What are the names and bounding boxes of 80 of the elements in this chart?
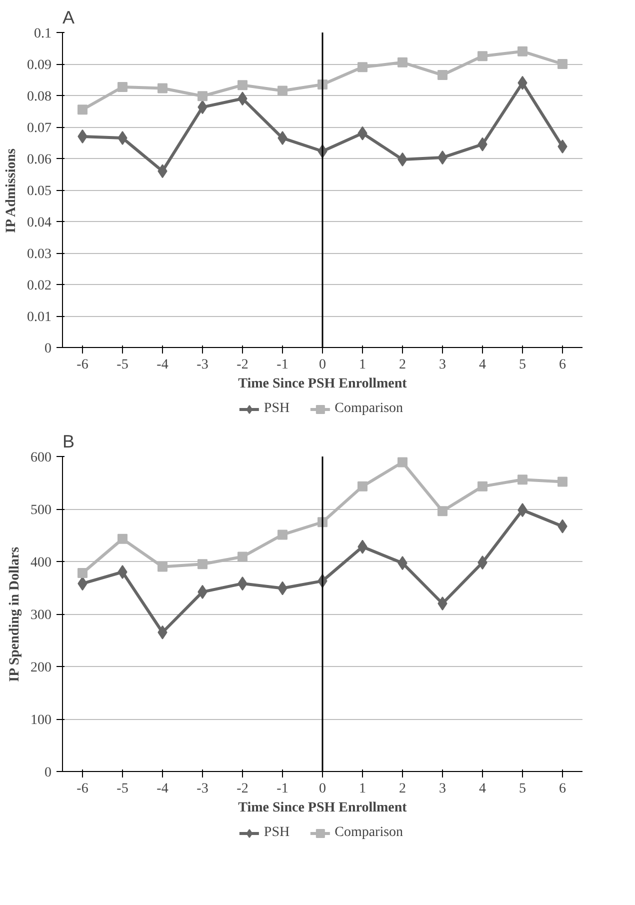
point <box>558 476 568 487</box>
x-tick-label: 1 <box>359 358 366 372</box>
chart-title: A <box>62 8 75 28</box>
x-tick-label: -5 <box>116 358 128 372</box>
legend-label: PSH <box>264 825 290 841</box>
x-tick-label: -6 <box>76 782 88 796</box>
y-tick-label: 0 <box>44 766 52 780</box>
point <box>358 481 368 492</box>
point <box>478 481 488 492</box>
y-tick-label: 600 <box>30 450 52 466</box>
x-tick-label: -2 <box>236 358 248 372</box>
x-tick-label: 4 <box>479 782 486 796</box>
point <box>158 562 168 572</box>
y-axis-title: IP Admissions <box>4 148 19 233</box>
y-tick-label: 400 <box>30 556 52 570</box>
x-tick-label: 5 <box>519 782 526 796</box>
point <box>238 80 248 90</box>
x-tick-label: 6 <box>559 358 566 372</box>
y-tick-label: 0.1 <box>34 26 52 42</box>
x-tick-label: -2 <box>236 782 248 796</box>
point <box>438 506 448 516</box>
x-tick-label: 1 <box>359 782 366 796</box>
x-tick-label: -4 <box>156 358 168 372</box>
point <box>118 534 128 544</box>
y-tick-label: 0.03 <box>27 247 52 262</box>
y-tick-label: 0.06 <box>27 152 52 168</box>
y-tick-label: 0.09 <box>27 58 52 73</box>
point <box>518 474 528 485</box>
point <box>398 57 408 68</box>
y-tick-label: 0.04 <box>27 216 52 230</box>
point <box>158 83 168 94</box>
x-tick-label: 6 <box>559 782 566 796</box>
x-tick-label: 3 <box>439 782 446 796</box>
x-tick-label: 0 <box>319 782 326 796</box>
x-tick-label: -4 <box>156 782 168 796</box>
x-tick-label: 3 <box>439 358 446 372</box>
point <box>518 46 528 56</box>
point <box>198 91 208 102</box>
point <box>238 552 248 562</box>
legend-label: PSH <box>264 401 290 417</box>
point <box>558 59 568 69</box>
point <box>398 457 408 468</box>
y-tick-label: 200 <box>30 660 52 676</box>
y-tick-label: 500 <box>30 503 52 518</box>
point <box>438 596 448 610</box>
point <box>438 70 448 80</box>
x-tick-label: -5 <box>116 782 128 796</box>
point <box>278 86 288 96</box>
y-tick-label: 100 <box>30 713 52 728</box>
point <box>478 51 488 62</box>
legend-label: Comparison <box>334 825 404 841</box>
point <box>358 62 368 72</box>
x-tick-label: -3 <box>196 782 208 796</box>
x-tick-label: 2 <box>399 358 406 372</box>
point <box>78 568 88 578</box>
chart-title: B <box>62 432 75 452</box>
point <box>118 82 128 92</box>
y-tick-label: 0.08 <box>27 90 52 104</box>
x-tick-label: -1 <box>276 782 288 796</box>
x-tick-label: 5 <box>519 358 526 372</box>
y-tick-label: 0.02 <box>27 278 52 294</box>
y-tick-label: 0.05 <box>27 184 52 199</box>
y-tick-label: 300 <box>30 608 52 623</box>
y-axis-title: IP Spending in Dollars <box>8 546 22 682</box>
x-tick-label: -3 <box>196 358 208 372</box>
x-axis-title: Time Since PSH Enrollment <box>238 800 408 816</box>
point <box>198 559 208 570</box>
legend-label: Comparison <box>334 401 404 417</box>
point <box>278 530 288 540</box>
x-tick-label: -1 <box>276 358 288 372</box>
x-tick-label: -6 <box>76 358 88 372</box>
y-tick-label: 0.01 <box>27 310 52 325</box>
y-tick-label: 0 <box>44 342 52 356</box>
y-tick-label: 0.07 <box>27 121 52 136</box>
x-tick-label: 0 <box>319 358 326 372</box>
x-tick-label: 4 <box>479 358 486 372</box>
x-tick-label: 2 <box>399 782 406 796</box>
x-axis-title: Time Since PSH Enrollment <box>238 376 408 392</box>
point <box>118 565 128 579</box>
point <box>78 104 88 115</box>
